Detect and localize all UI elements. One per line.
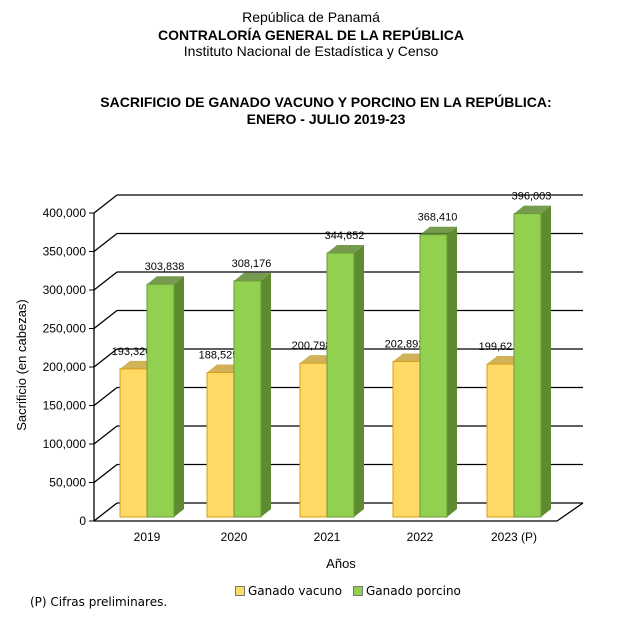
y-tick-label: 150,000 — [43, 399, 87, 413]
y-tick-label: 400,000 — [43, 206, 87, 220]
bar-porcino — [513, 213, 542, 518]
floor-edge — [556, 502, 584, 522]
bar-side — [174, 276, 184, 517]
gridline-diagonal — [93, 232, 118, 253]
legend-swatch-porcino — [353, 586, 363, 596]
x-tick-label: 2020 — [221, 530, 248, 544]
bar-side — [354, 244, 364, 517]
gridline-diagonal — [93, 425, 118, 445]
y-tick-label: 250,000 — [43, 322, 87, 336]
data-label: 368,410 — [418, 212, 458, 224]
y-tick-label: 350,000 — [43, 245, 87, 259]
legend-label: Ganado vacuno — [248, 584, 342, 598]
chart-subtitle: ENERO - JULIO 2019-23 — [246, 111, 406, 127]
gridline-diagonal — [93, 194, 118, 214]
bar-top — [147, 276, 184, 285]
bar-vacuno — [119, 368, 148, 518]
data-label: 200,798 — [292, 340, 332, 352]
data-label: 193,320 — [112, 346, 152, 358]
y-tick-label: 50,000 — [49, 476, 86, 490]
bar-top — [234, 272, 271, 281]
legend-item-porcino: Ganado porcino — [353, 584, 461, 598]
header-org: CONTRALORÍA GENERAL DE LA REPÚBLICA — [158, 27, 464, 43]
x-tick-label: 2022 — [407, 530, 434, 544]
bar-top — [514, 205, 551, 214]
gridline-diagonal — [93, 386, 118, 407]
gridline-diagonal — [93, 502, 118, 522]
bar-vacuno — [299, 362, 328, 518]
x-tick-label: 2021 — [314, 530, 341, 544]
bar-porcino — [146, 283, 175, 518]
bar-vacuno — [392, 361, 421, 518]
y-tick-label: 300,000 — [43, 283, 87, 297]
bar-side — [541, 205, 551, 517]
bar-porcino — [326, 252, 355, 518]
bar-porcino — [233, 280, 262, 518]
data-label: 199,621 — [479, 341, 519, 353]
bar-top — [327, 244, 364, 253]
x-tick-label: 2019 — [134, 530, 161, 544]
y-tick-label: 100,000 — [43, 437, 87, 451]
x-tick-label: 2023 (P) — [491, 530, 537, 544]
legend-label: Ganado porcino — [366, 584, 461, 598]
y-tick-label: 0 — [79, 514, 86, 528]
gridline-diagonal — [93, 309, 118, 330]
header-institute: Instituto Nacional de Estadística y Cens… — [183, 43, 439, 59]
legend-item-vacuno: Ganado vacuno — [235, 584, 342, 598]
bar-side — [447, 226, 457, 517]
chart-title: SACRIFICIO DE GANADO VACUNO Y PORCINO EN… — [100, 94, 552, 110]
gridline-diagonal — [93, 348, 118, 368]
x-axis-title: Años — [326, 556, 356, 571]
gridline-diagonal — [93, 463, 118, 484]
data-label: 396,003 — [512, 191, 552, 203]
bar-vacuno — [486, 363, 515, 518]
bar-porcino — [419, 234, 448, 518]
footnote: (P) Cifras preliminares. — [30, 595, 168, 609]
header-country: República de Panamá — [242, 9, 380, 25]
bar-top — [420, 226, 457, 235]
gridline-diagonal — [93, 271, 118, 291]
y-tick-label: 200,000 — [43, 360, 87, 374]
data-label: 308,176 — [232, 258, 272, 270]
data-label: 303,838 — [145, 261, 185, 273]
bar-side — [261, 272, 271, 517]
legend-swatch-vacuno — [235, 586, 245, 596]
data-label: 188,525 — [199, 350, 239, 362]
data-label: 202,892 — [385, 339, 425, 351]
bar-vacuno — [206, 372, 235, 518]
data-label: 344,652 — [325, 230, 365, 242]
y-axis-title: Sacrificio (en cabezas) — [14, 299, 29, 431]
